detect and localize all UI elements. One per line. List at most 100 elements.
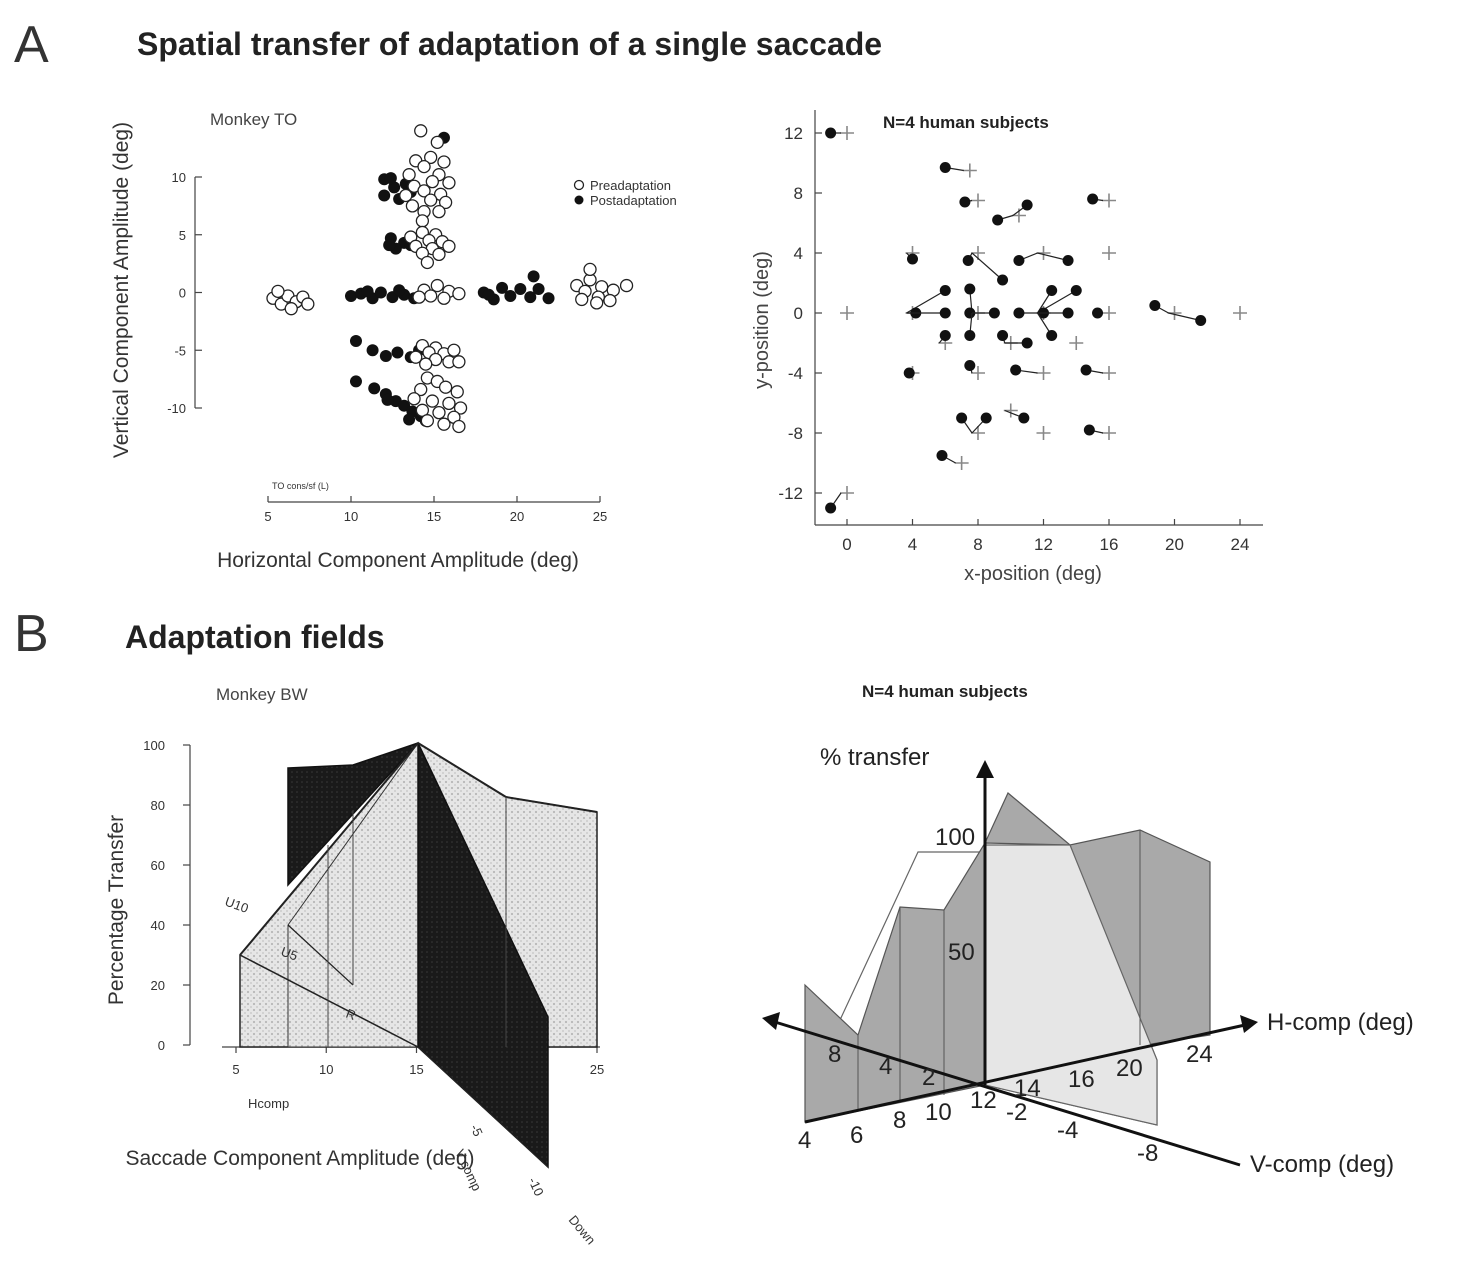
postadaptation-point — [393, 284, 406, 297]
preadaptation-point — [583, 262, 597, 277]
monkey-to-annotation: TO cons/sf (L) — [272, 481, 329, 491]
vcomp-label: V comp — [452, 1147, 484, 1193]
preadaptation-point — [415, 214, 430, 228]
endpoint-marker — [1010, 364, 1022, 376]
target-marker — [1036, 366, 1051, 380]
postadaptation-point — [496, 281, 509, 294]
depth-axis — [417, 1046, 549, 1168]
preadaptation-point — [419, 357, 433, 371]
postadaptation-point — [527, 270, 540, 283]
curve-label-u10: U10 — [223, 894, 251, 916]
preadaptation-point — [432, 204, 446, 219]
preadaptation-point — [424, 150, 438, 165]
preadaptation-point — [399, 188, 413, 203]
humans-a-xlabel: x-position (deg) — [964, 563, 1102, 585]
target-marker — [971, 366, 985, 380]
x-tick-label: 10 — [319, 1062, 333, 1077]
r-floor-edge — [239, 954, 419, 1048]
target-marker — [971, 426, 985, 440]
z-axis-arrow — [976, 760, 994, 778]
preadaptation-point — [590, 296, 604, 310]
postadaptation-point — [349, 335, 362, 348]
preadaptation-point — [424, 193, 438, 207]
target-marker — [840, 306, 854, 320]
postadaptation-point — [504, 289, 517, 302]
legend-postadaptation: Postadaptation — [590, 193, 677, 208]
humans-a-scatter: N=4 human subjects 12 8 4 0 -4 -8 -12 0 4 8 12 16 2… — [751, 110, 1263, 585]
postadaptation-point — [482, 288, 495, 301]
preadaptation-point — [430, 135, 444, 150]
preadaptation-point — [437, 155, 451, 169]
x-tick-label: 15 — [409, 1062, 423, 1077]
endpoint-marker — [1080, 364, 1092, 376]
u5-edge — [287, 924, 354, 986]
endpoint-marker — [956, 412, 968, 424]
x-tick-label: 5 — [264, 509, 271, 524]
legend-preadaptation: Preadaptation — [590, 178, 671, 193]
preadaptation-point — [409, 350, 423, 364]
postadaptation-point — [381, 393, 394, 406]
postadaptation-point — [403, 413, 416, 426]
preadaptation-point — [414, 382, 428, 397]
preadaptation-point — [452, 287, 466, 301]
endpoint-marker — [992, 214, 1004, 226]
monkey-to-title: Monkey TO — [210, 110, 297, 129]
y-tick-label: 40 — [151, 918, 165, 933]
humans-b-title: N=4 human subjects — [862, 682, 1028, 701]
preadaptation-point — [453, 401, 468, 415]
legend-filled-marker — [574, 195, 584, 205]
humans-b-3d: N=4 human subjects % transfer H-comp (de… — [762, 682, 1414, 1178]
y-tick-label: 80 — [151, 798, 165, 813]
v-axis-tick: 8 — [893, 1107, 906, 1134]
target-marker — [1102, 193, 1116, 208]
curve-label-u5: U5 — [279, 944, 300, 964]
preadaptation-point — [301, 297, 315, 311]
postadaptation-point — [374, 286, 387, 299]
x-tick-label: 25 — [593, 509, 607, 524]
endpoint-marker — [936, 450, 948, 461]
panel-a-title: Spatial transfer of adaptation of a sing… — [137, 26, 882, 62]
postadaptation-point — [366, 344, 379, 357]
monkey-bw-ylabel: Percentage Transfer — [105, 815, 128, 1005]
endpoint-marker — [1062, 255, 1074, 266]
right-crest-edge — [417, 742, 507, 798]
preadaptation-point — [438, 380, 453, 394]
panel-a-letter: A — [14, 16, 49, 74]
monkey-to-ylabel: Vertical Component Amplitude (deg) — [110, 122, 133, 458]
endpoint-marker — [1087, 193, 1099, 205]
endpoint-marker — [980, 412, 992, 424]
v-axis-tick: 10 — [925, 1099, 952, 1126]
h-axis-label: H-comp (deg) — [1267, 1009, 1414, 1036]
h-axis-tick: 8 — [828, 1041, 841, 1068]
v-axis-tick: 6 — [850, 1122, 863, 1149]
monkey-to-scatter: Monkey TO TO cons/sf (L) 10 5 0 -5 -10 5 10 15… — [110, 110, 677, 572]
endpoint-marker — [964, 330, 976, 341]
endpoint-marker — [1018, 412, 1030, 424]
ztick-100: 100 — [935, 824, 975, 851]
preadaptation-point — [402, 168, 416, 182]
monkey-to-xlabel: Horizontal Component Amplitude (deg) — [217, 549, 579, 572]
postadaptation-point — [388, 181, 401, 194]
target-marker — [840, 486, 854, 500]
endpoint-marker — [939, 307, 951, 319]
postadaptation-point — [361, 285, 374, 298]
y-tick-label: 0 — [158, 1038, 165, 1053]
preadaptation-point — [432, 247, 446, 262]
preadaptation-point — [412, 290, 426, 304]
down-label: Down — [566, 1212, 599, 1247]
endpoint-marker — [997, 330, 1009, 341]
h-axis-arrow — [1240, 1015, 1258, 1033]
preadaptation-point — [417, 184, 431, 198]
target-marker — [971, 193, 985, 208]
legend-open-marker — [573, 179, 585, 191]
target-marker — [1102, 426, 1116, 440]
h-axis-tick: 16 — [1068, 1066, 1095, 1093]
monkey-to-legend: Preadaptation Postadaptation — [573, 178, 677, 208]
postadaptation-point — [524, 291, 537, 304]
humans-a-ylabel: y-position (deg) — [751, 251, 773, 389]
x-tick-label: 8 — [973, 535, 982, 554]
endpoint-marker — [939, 162, 951, 173]
h-axis — [804, 1023, 1246, 1124]
preadaptation-point — [424, 289, 438, 303]
u-crest-edge — [239, 742, 419, 956]
